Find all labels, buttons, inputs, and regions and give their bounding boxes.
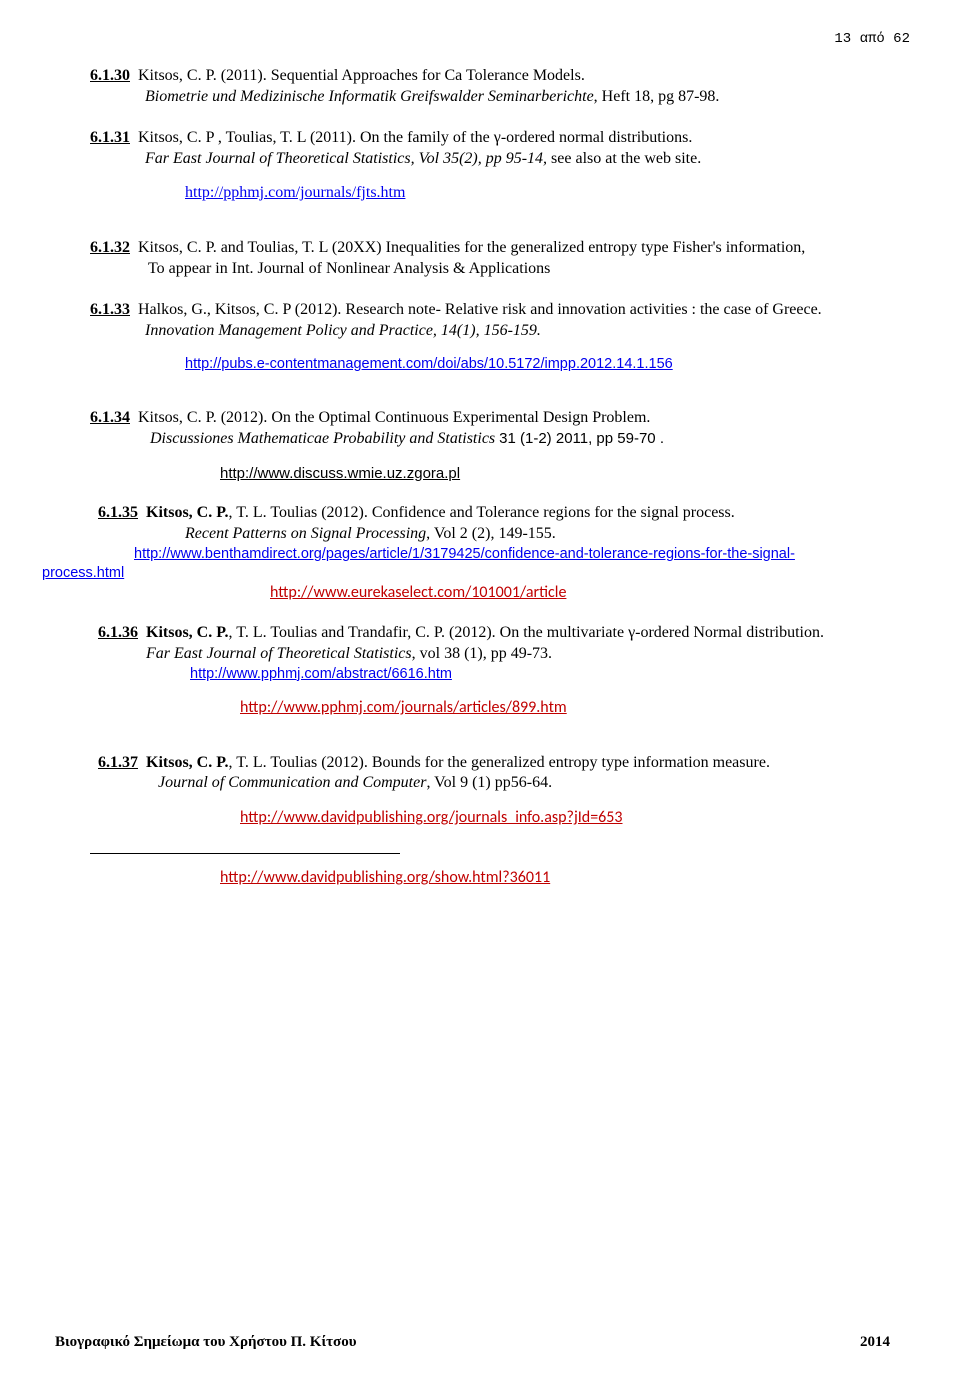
entry-tail: , Heft 18, pg 87-98. [594,88,720,105]
entry-auth2: , T. L. Toulias and Trandafir, C. P. (20… [229,624,500,641]
entry-title: On the family of the γ-ordered normal di… [360,129,692,146]
footer-year: 2014 [860,1333,890,1353]
entry-tail: 31 (1-2) 2011, pp 59-70 . [499,430,664,447]
entry-num: 6.1.35 [98,504,138,521]
entry-35: 6.1.35 Kitsos, C. P., T. L. Toulias (201… [90,503,890,603]
entry-30: 6.1.30 Kitsos, C. P. (2011). Sequential … [90,66,890,108]
entry-auth: Kitsos, C. P. [146,504,229,521]
entry-title: Sequential Approaches for Ca Tolerance M… [271,67,585,84]
entry-title: Research note- Relative risk and innovat… [345,301,821,318]
page-footer: Βιογραφικό Σημείωμα του Χρήστου Π. Κίτσο… [55,1333,890,1353]
entry-title: On the multivariate γ-ordered Normal dis… [500,624,824,641]
entry-num: 6.1.31 [90,129,130,146]
entry-auth: Kitsos, C. P. [146,624,229,641]
entry-source: Far East Journal of Theoretical Statisti… [145,150,547,167]
entry-auth: Kitsos, C. P. (2012). [138,409,271,426]
entry-source: Journal of Communication and Computer [158,774,426,791]
entry-auth: Kitsos, C. P. and Toulias, T. L (20XX) [138,239,386,256]
entry-auth: Kitsos, C. P. [146,754,229,771]
entry-auth: Kitsos, C. P , Toulias, T. L (2011). [138,129,360,146]
entry-link[interactable]: http://www.discuss.wmie.uz.zgora.pl [220,465,460,482]
entry-36: 6.1.36 Kitsos, C. P., T. L. Toulias and … [90,623,890,718]
entry-num: 6.1.30 [90,67,130,84]
entry-title: Bounds for the generalized entropy type … [372,754,770,771]
entry-link[interactable]: http://pphmj.com/journals/fjts.htm [185,184,405,201]
entry-34: 6.1.34 Kitsos, C. P. (2012). On the Opti… [90,408,890,483]
entry-tail: , vol 38 (1), pp 49-73. [412,645,552,662]
entry-source: Innovation Management Policy and Practic… [145,322,541,339]
entry-auth2: , T. L. Toulias (2012). [229,504,372,521]
entry-link[interactable]: http://pubs.e-contentmanagement.com/doi/… [185,356,673,372]
entry-source: Recent Patterns on Signal Processing [185,525,426,542]
page-content: 13 από 62 6.1.30 Kitsos, C. P. (2011). S… [0,0,960,1378]
entry-link[interactable]: http://www.eurekaselect.com/101001/artic… [270,583,566,602]
entry-num: 6.1.32 [90,239,130,256]
entry-title: Confidence and Tolerance regions for the… [372,504,735,521]
entry-link[interactable]: http://www.pphmj.com/abstract/6616.htm [190,666,452,682]
footer-text: Βιογραφικό Σημείωμα του Χρήστου Π. Κίτσο… [55,1334,357,1350]
entry-33: 6.1.33 Halkos, G., Kitsos, C. P (2012). … [90,300,890,374]
entry-link[interactable]: http://www.davidpublishing.org/show.html… [220,868,550,887]
entry-auth: Halkos, G., Kitsos, C. P (2012). [138,301,341,318]
entry-source: Discussiones Mathematicae Probability an… [150,430,499,447]
entry-num: 6.1.34 [90,409,130,426]
entry-auth2: , T. L. Toulias (2012). [229,754,372,771]
entry-link[interactable]: http://www.benthamdirect.org/pages/artic… [134,546,795,562]
entry-source: Far East Journal of Theoretical Statisti… [146,645,412,662]
entry-link[interactable]: http://www.davidpublishing.org/journals_… [240,808,623,827]
entry-31: 6.1.31 Kitsos, C. P , Toulias, T. L (201… [90,128,890,204]
entry-line2: To appear in Int. Journal of Nonlinear A… [148,260,550,277]
entry-source: Biometrie und Medizinische Informatik Gr… [145,88,594,105]
entry-num: 6.1.36 [98,624,138,641]
entry-num: 6.1.37 [98,754,138,771]
entry-tail: , Vol 9 (1) pp56-64. [426,774,552,791]
entry-37: 6.1.37 Kitsos, C. P., T. L. Toulias (201… [90,753,890,889]
entry-auth: Kitsos, C. P. (2011). [138,67,271,84]
entry-link[interactable]: process.html [42,565,124,581]
entry-num: 6.1.33 [90,301,130,318]
entry-tail: see also at the web site. [547,150,701,167]
entry-title: Inequalities for the generalized entropy… [386,239,806,256]
entry-title: On the Optimal Continuous Experimental D… [271,409,650,426]
page-number: 13 από 62 [90,30,910,48]
entry-tail: , Vol 2 (2), 149-155. [426,525,556,542]
entry-32: 6.1.32 Kitsos, C. P. and Toulias, T. L (… [90,238,890,280]
entry-link[interactable]: http://www.pphmj.com/journals/articles/8… [240,698,567,717]
